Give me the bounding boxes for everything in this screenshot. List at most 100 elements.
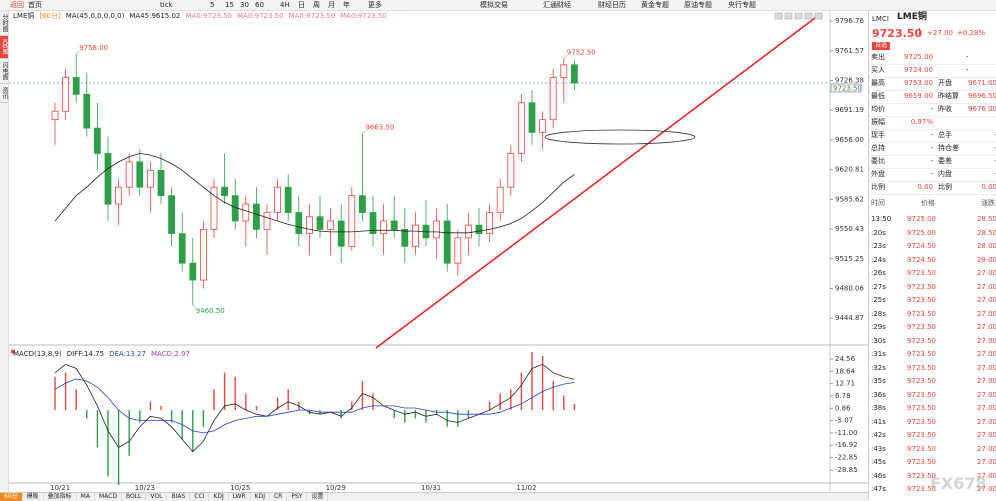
trade-change: 27.00 bbox=[976, 309, 996, 318]
toolbar-button[interactable]: 模拟交易 bbox=[480, 1, 508, 9]
y-tick-label: -16.92 bbox=[835, 441, 858, 449]
sidebar-tab[interactable]: 闪电图 bbox=[0, 59, 8, 84]
candle-body bbox=[348, 195, 356, 247]
indicator-tab[interactable]: 60分 bbox=[0, 493, 23, 501]
candle-body bbox=[539, 119, 546, 133]
trade-time: :25s bbox=[871, 296, 886, 304]
extreme-label: 9758.00 bbox=[79, 44, 108, 52]
change: +27.00 bbox=[927, 29, 953, 37]
indicator-tab[interactable]: CR bbox=[270, 493, 288, 501]
legend-text: DEA:13.27 bbox=[109, 350, 146, 358]
trade-time: :36s bbox=[871, 390, 886, 399]
indicator-tab[interactable]: LWR bbox=[229, 493, 251, 501]
candle-body bbox=[358, 195, 366, 213]
toolbar-button[interactable]: 5 bbox=[210, 1, 215, 9]
nav-button[interactable] bbox=[774, 12, 783, 20]
toolbar-button[interactable]: 黄金专题 bbox=[641, 1, 669, 9]
y-tick-label: 9691.19 bbox=[835, 106, 864, 114]
sidebar-tab[interactable]: 资讯 bbox=[0, 84, 8, 103]
trade-time: :26s bbox=[871, 269, 886, 277]
y-tick-label: 9656.00 bbox=[835, 136, 864, 144]
trade-change: 27.00 bbox=[976, 471, 996, 480]
field-label: 最高 bbox=[871, 79, 885, 87]
toolbar-button[interactable]: 央行专题 bbox=[728, 1, 756, 9]
indicator-tab[interactable]: MA bbox=[77, 493, 95, 501]
indicator-tab[interactable]: BOLL bbox=[122, 493, 147, 501]
extreme-label: 9460.50 bbox=[196, 307, 225, 315]
candle-body bbox=[486, 212, 494, 235]
trade-change: 28.50 bbox=[976, 215, 996, 223]
sidebar: 分时图 K线图 闪电图 资讯 bbox=[0, 11, 9, 491]
nav-button[interactable] bbox=[804, 12, 813, 20]
toolbar-button[interactable]: 60 bbox=[255, 1, 264, 9]
indicator-tab[interactable]: PSY bbox=[287, 493, 308, 501]
toolbar-button[interactable]: 首页 bbox=[28, 1, 42, 9]
field-value: 9724.00 bbox=[904, 66, 933, 74]
row-divider bbox=[869, 90, 996, 91]
toolbar-button[interactable]: 财经日历 bbox=[598, 1, 626, 9]
toolbar: 返回 首页 tick 5 15 30 60 4H 日周月年 更多 模拟交易 汇通财经 财经日历 黄金专题 原… bbox=[0, 0, 996, 11]
legend-text: MA45:9615.02 bbox=[129, 12, 180, 20]
sidebar-tab[interactable]: 分时图 bbox=[0, 11, 8, 36]
candle-body bbox=[274, 186, 282, 213]
field-label: 内盘 bbox=[938, 170, 952, 178]
y-tick-label: -22.85 bbox=[835, 454, 858, 462]
toolbar-button[interactable]: 30 bbox=[240, 1, 249, 9]
y-tick-label: 9585.62 bbox=[835, 195, 864, 203]
toolbar-button[interactable]: 日 bbox=[298, 1, 305, 9]
candle-body bbox=[443, 220, 451, 264]
toolbar-button[interactable]: 原油专题 bbox=[684, 1, 712, 9]
trade-price: 9723.50 bbox=[907, 390, 936, 399]
toolbar-button[interactable]: 汇通财经 bbox=[543, 1, 571, 9]
legend-text: MA0:9723.50 bbox=[340, 12, 387, 20]
sidebar-tab[interactable]: K线图 bbox=[0, 36, 8, 59]
trade-time: 13:50 bbox=[871, 215, 892, 223]
y-tick-label: -11.00 bbox=[835, 429, 858, 437]
trade-price: 9723.50 bbox=[907, 350, 936, 358]
candle-body bbox=[263, 212, 271, 230]
toolbar-button[interactable]: 年 bbox=[343, 1, 350, 9]
nav-button[interactable] bbox=[794, 12, 803, 20]
y-tick-label: 9480.06 bbox=[835, 284, 864, 292]
macd-icon: ✱ bbox=[10, 348, 16, 356]
toolbar-button[interactable]: 月 bbox=[328, 1, 335, 9]
row-divider bbox=[869, 155, 996, 156]
row-divider bbox=[869, 64, 996, 65]
candle-body bbox=[549, 77, 557, 121]
indicator-tab[interactable]: VOL bbox=[146, 493, 168, 501]
candle-body bbox=[464, 224, 472, 239]
row-divider bbox=[869, 142, 996, 143]
table-header: 涨跌 bbox=[981, 199, 995, 207]
nav-button[interactable] bbox=[784, 12, 793, 20]
candle-body bbox=[327, 220, 335, 230]
candle-body bbox=[146, 169, 154, 188]
y-tick-label: 9550.43 bbox=[835, 225, 864, 233]
indicator-tab[interactable]: BIAS bbox=[167, 493, 191, 501]
watch-button[interactable]: 自选 bbox=[872, 42, 891, 50]
last-price-label: 9723.50 bbox=[833, 84, 862, 92]
indicator-tab[interactable]: CCI bbox=[190, 493, 210, 501]
y-tick-label: 9444.87 bbox=[835, 314, 864, 322]
legend-text: DIFF:14.75 bbox=[67, 350, 104, 358]
ellipse-drawing bbox=[544, 129, 696, 145]
toolbar-button[interactable]: 返回 bbox=[10, 1, 24, 9]
toolbar-button[interactable]: 周 bbox=[313, 1, 320, 9]
toolbar-button[interactable]: 更多 bbox=[368, 1, 382, 9]
indicator-tab[interactable]: 叠加指标 bbox=[44, 493, 77, 501]
trade-time: :47s bbox=[871, 485, 886, 493]
nav-buttons bbox=[774, 12, 823, 20]
toolbar-button[interactable]: tick bbox=[160, 1, 173, 9]
indicator-tab[interactable]: KDJ bbox=[251, 493, 270, 501]
indicator-tab[interactable]: 模板 bbox=[23, 493, 44, 501]
indicator-tab[interactable]: KDJ bbox=[209, 493, 229, 501]
indicator-tab[interactable]: 设置 bbox=[307, 493, 329, 501]
toolbar-button[interactable]: 4H bbox=[280, 1, 290, 9]
field-value: 9676.00 bbox=[968, 105, 996, 113]
trade-time: :43s bbox=[871, 444, 886, 453]
candle-body bbox=[528, 102, 536, 133]
trade-change: 27.00 bbox=[976, 323, 996, 331]
row-divider bbox=[869, 181, 996, 182]
toolbar-button[interactable]: 15 bbox=[225, 1, 234, 9]
indicator-tab[interactable]: MACD bbox=[95, 493, 122, 501]
nav-button[interactable] bbox=[814, 12, 823, 20]
